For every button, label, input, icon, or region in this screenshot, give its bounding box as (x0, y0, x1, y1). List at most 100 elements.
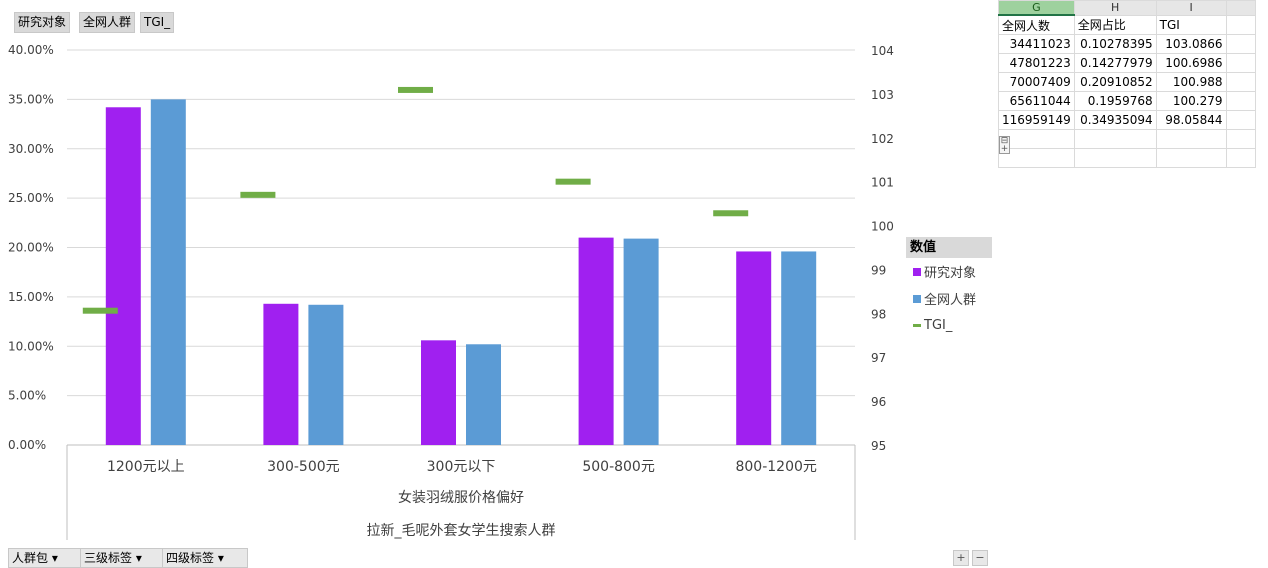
sheet-cell[interactable]: 70007409 (998, 72, 1075, 92)
purple-swatch-icon (913, 267, 921, 276)
axis-group-label-1: 女装羽绒服价格偏好 (398, 489, 524, 506)
legend-label: 研究对象 (924, 266, 977, 281)
bar (150, 99, 186, 445)
sheet-row: 34411023 0.10278395 103.0866 (998, 34, 1257, 54)
expand-button[interactable]: + (953, 550, 969, 566)
legend-item-network: 全网人群 (906, 285, 992, 312)
sheet-cell[interactable]: 0.20910852 (1073, 72, 1157, 92)
x-tick-label: 300-500元 (267, 459, 340, 475)
sheet-cell[interactable] (1225, 129, 1257, 149)
green-line-icon (913, 324, 921, 327)
bars (105, 99, 817, 446)
y-left-tick-label: 40.00% (8, 43, 54, 57)
sheet-cell[interactable]: 0.34935094 (1073, 110, 1157, 130)
sheet-row (998, 129, 1257, 149)
sheet-cell[interactable]: 34411023 (998, 34, 1075, 54)
x-axis: 1200元以上 300-500元 300元以下 500-800元 800-1200元 (66, 445, 856, 540)
y-axis-left: 0.00% 5.00% 10.00% 15.00% 20.00% 25.00% 30.00%… (8, 43, 54, 452)
sheet-cell[interactable] (1225, 91, 1257, 111)
column-header-g[interactable]: G (998, 0, 1075, 16)
x-tick-label: 800-1200元 (735, 459, 816, 475)
y-right-tick-label: 102 (871, 132, 894, 146)
sheet-cell[interactable] (1155, 129, 1227, 149)
paste-options-icon[interactable]: ⊟ + (999, 136, 1010, 154)
legend-label: 全网人群 (924, 293, 977, 308)
y-left-tick-label: 25.00% (8, 191, 54, 205)
column-header-i[interactable]: I (1155, 0, 1227, 16)
filter-level4-tag[interactable]: 四级标签 ▾ (162, 548, 248, 568)
sheet-cell[interactable] (1225, 110, 1257, 130)
bar (105, 107, 141, 446)
gridlines (67, 49, 855, 446)
y-right-tick-label: 99 (871, 263, 886, 277)
filter-level3-tag[interactable]: 三级标签 ▾ (80, 548, 166, 568)
tgi-marker (713, 210, 749, 217)
sheet-cell[interactable]: 47801223 (998, 53, 1075, 73)
y-left-tick-label: 35.00% (8, 92, 54, 106)
sheet-cell[interactable] (1073, 129, 1157, 149)
y-right-tick-label: 101 (871, 176, 894, 190)
legend-title[interactable]: 数值 (906, 237, 992, 258)
y-right-tick-label: 97 (871, 351, 886, 365)
bar (466, 344, 501, 445)
spreadsheet-fragment: G H I 全网人数 全网占比 TGI 34411023 0.10278395 103.0… (998, 0, 1257, 172)
tgi-marker (240, 191, 276, 198)
sheet-cell[interactable] (1155, 148, 1227, 168)
sheet-cell[interactable] (1225, 72, 1257, 92)
tgi-marker (82, 307, 118, 314)
tgi-markers (82, 86, 749, 314)
sheet-cell[interactable]: 65611044 (998, 91, 1075, 111)
y-right-tick-label: 98 (871, 307, 886, 321)
sheet-cell[interactable]: 100.279 (1155, 91, 1227, 111)
sheet-cell[interactable] (1225, 14, 1257, 35)
tgi-marker (398, 86, 433, 93)
y-left-tick-label: 5.00% (8, 389, 46, 403)
sheet-cell[interactable]: 全网人数 (998, 14, 1075, 35)
blue-swatch-icon (913, 294, 921, 303)
axis-group-label-2: 拉新_毛呢外套女学生搜索人群 (367, 522, 556, 539)
legend-item-tgi: TGI_ (906, 312, 992, 339)
column-header-h[interactable]: H (1073, 0, 1157, 16)
bar (623, 238, 659, 445)
legend-item-research: 研究对象 (906, 258, 992, 285)
sheet-cell[interactable]: 116959149 (998, 110, 1075, 130)
sheet-row (998, 148, 1257, 168)
filter-crowd-pack[interactable]: 人群包 ▾ (8, 548, 82, 568)
y-right-tick-label: 100 (871, 220, 894, 234)
y-right-tick-label: 103 (871, 88, 894, 102)
sheet-row: 116959149 0.34935094 98.05844 (998, 110, 1257, 130)
filter-whole-network[interactable]: 全网人群 (79, 12, 136, 33)
sheet-cell[interactable]: 0.1959768 (1073, 91, 1157, 111)
filter-research-target[interactable]: 研究对象 (14, 12, 71, 33)
sheet-row: 65611044 0.1959768 100.279 (998, 91, 1257, 111)
bar (263, 303, 299, 445)
column-header-blank[interactable] (1225, 0, 1257, 16)
sheet-cell[interactable] (1073, 148, 1157, 168)
sheet-cell[interactable]: 0.10278395 (1073, 34, 1157, 54)
y-axis-right: 95 96 97 98 99 100 101 102 103 104 (871, 44, 894, 453)
sheet-cell[interactable]: 98.05844 (1155, 110, 1227, 130)
sheet-cell[interactable]: 100.6986 (1155, 53, 1227, 73)
y-left-tick-label: 10.00% (8, 339, 54, 353)
sheet-cell[interactable]: TGI (1155, 14, 1227, 35)
sheet-cell[interactable]: 全网占比 (1073, 14, 1157, 35)
y-left-tick-label: 15.00% (8, 290, 54, 304)
y-left-tick-label: 30.00% (8, 142, 54, 156)
sheet-cell[interactable]: 0.14277979 (1073, 53, 1157, 73)
bar (421, 340, 456, 445)
sheet-cell[interactable] (1225, 148, 1257, 168)
collapse-button[interactable]: − (972, 550, 988, 566)
x-tick-label: 300元以下 (427, 459, 496, 475)
sheet-cell[interactable]: 100.988 (1155, 72, 1227, 92)
legend-label: TGI_ (924, 318, 953, 333)
sheet-cell[interactable]: 103.0866 (1155, 34, 1227, 54)
y-right-tick-label: 104 (871, 44, 894, 58)
y-left-tick-label: 20.00% (8, 241, 54, 255)
sheet-row: 70007409 0.20910852 100.988 (998, 72, 1257, 92)
filter-tgi[interactable]: TGI_ (140, 12, 175, 33)
sheet-cell[interactable] (1225, 34, 1257, 54)
x-tick-label: 500-800元 (582, 459, 655, 475)
sheet-cell[interactable] (1225, 53, 1257, 73)
bar (781, 251, 817, 445)
